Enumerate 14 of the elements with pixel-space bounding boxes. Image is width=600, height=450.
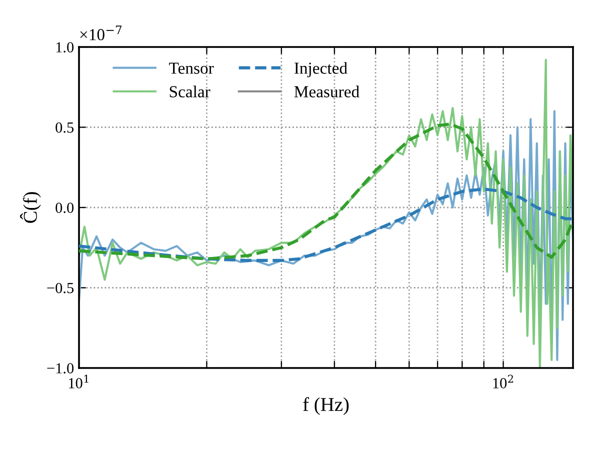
text: ×10$^{−7}$ — [80, 26, 122, 40]
y-axis-title: Ĉ(f) — [20, 192, 41, 223]
x-tick-label: 10$^{1}$ — [68, 374, 88, 388]
y-tick-label: −0.5 — [47, 282, 74, 294]
y-tick-label: 0.0 — [56, 202, 74, 214]
x-tick-label: 10$^{2}$ — [493, 374, 514, 388]
annotation: Measured — [294, 86, 360, 98]
y-tick-label: 0.5 — [56, 122, 74, 133]
legend-label: Tensor — [169, 62, 214, 74]
legend-label: Scalar — [170, 86, 210, 98]
legend-label: Injected — [294, 62, 348, 78]
y-tick-label: 1.0 — [56, 42, 74, 53]
y-tick-label: −1.0 — [47, 363, 74, 374]
x-axis-title: f (Hz) — [303, 397, 349, 415]
